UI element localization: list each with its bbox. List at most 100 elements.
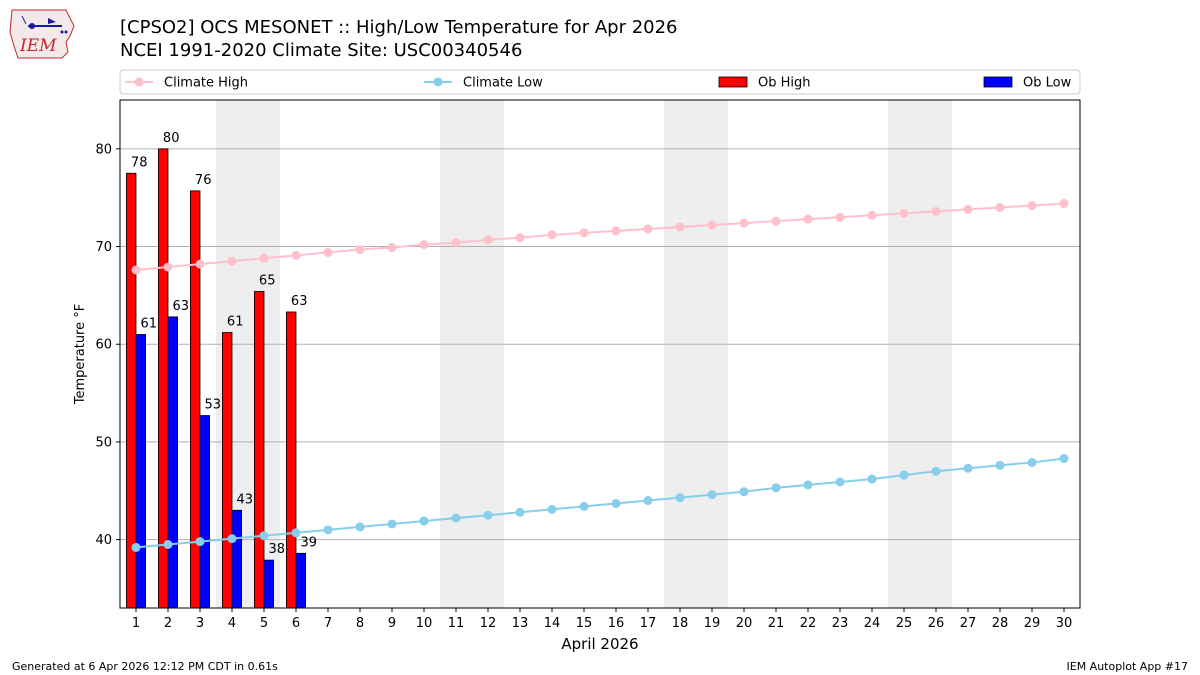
climate-high-point (867, 210, 877, 220)
climate-low-point (899, 470, 909, 480)
climate-low-point (963, 463, 973, 473)
x-tick-label: 21 (768, 616, 785, 631)
climate-low-point (803, 480, 813, 490)
x-tick-label: 29 (1024, 616, 1041, 631)
climate-high-point (259, 253, 269, 263)
iem-logo (8, 6, 80, 60)
x-tick-label: 2 (164, 616, 172, 631)
x-tick-label: 6 (292, 616, 300, 631)
ob-high-label: 80 (163, 131, 180, 146)
x-tick-label: 20 (736, 616, 753, 631)
ob-low-label: 63 (173, 299, 190, 314)
climate-high-point (931, 206, 941, 216)
climate-low-point (291, 528, 301, 538)
y-tick-label: 80 (95, 142, 112, 157)
climate-low-point (131, 542, 141, 552)
plot-frame (119, 99, 1081, 609)
x-tick-label: 3 (196, 616, 204, 631)
x-tick-label: 26 (928, 616, 945, 631)
ob-high-bar (157, 148, 169, 609)
climate-high-point (611, 226, 621, 236)
x-tick-label: 5 (260, 616, 268, 631)
climate-high-point (995, 202, 1005, 212)
climate-high-point (963, 204, 973, 214)
x-tick-label: 27 (960, 616, 977, 631)
legend-ob-low-label: Ob Low (1023, 76, 1072, 91)
climate-low-point (451, 513, 461, 523)
generated-timestamp: Generated at 6 Apr 2026 12:12 PM CDT in … (12, 660, 278, 673)
ob-low-label: 61 (141, 316, 158, 331)
weekend-shade (440, 100, 504, 608)
climate-low-point (547, 504, 557, 514)
climate-high-point (803, 214, 813, 224)
x-tick-label: 28 (992, 616, 1009, 631)
ob-high-bar (285, 311, 297, 609)
x-tick-label: 23 (832, 616, 849, 631)
x-tick-label: 22 (800, 616, 817, 631)
climate-high-point (515, 233, 525, 243)
ob-low-label: 53 (205, 398, 222, 413)
climate-high-point (163, 262, 173, 272)
climate-high-point (195, 259, 205, 269)
ob-low-label: 39 (301, 535, 318, 550)
climate-low-point (867, 474, 877, 484)
y-tick-label: 40 (95, 533, 112, 548)
x-tick-label: 11 (448, 616, 465, 631)
x-tick-label: 14 (544, 616, 561, 631)
ob-low-bar (295, 552, 307, 609)
climate-low-point (835, 477, 845, 487)
y-axis-label: Temperature °F (73, 304, 88, 405)
x-tick-label: 25 (896, 616, 913, 631)
climate-high-point (451, 238, 461, 248)
ob-high-bar (126, 172, 137, 609)
ob-high-bar (221, 332, 233, 609)
x-tick-label: 9 (388, 616, 396, 631)
iowa-outline-icon (9, 9, 75, 59)
ob-low-bar (263, 559, 275, 609)
climate-low-point (1027, 457, 1037, 467)
y-tick-label: 70 (95, 240, 112, 255)
x-tick-label: 16 (608, 616, 625, 631)
x-tick-label: 19 (704, 616, 721, 631)
climate-high-point (419, 240, 429, 250)
climate-high-point (1027, 201, 1037, 211)
climate-low-point (483, 510, 493, 520)
climate-low-point (259, 531, 269, 541)
y-tick-label: 50 (95, 435, 112, 450)
climate-high-point (835, 212, 845, 222)
x-tick-label: 17 (640, 616, 657, 631)
climate-high-point (483, 235, 493, 245)
ob-high-bar (253, 291, 265, 609)
climate-high-point (1059, 199, 1069, 209)
ob-high-label: 61 (227, 315, 244, 330)
x-axis-label: April 2026 (561, 635, 638, 653)
x-tick-label: 1 (132, 616, 140, 631)
y-tick-label: 60 (95, 338, 112, 353)
x-tick-label: 4 (228, 616, 236, 631)
climate-high-point (323, 247, 333, 257)
ob-high-label: 78 (131, 155, 148, 170)
climate-high-point (643, 224, 653, 234)
x-tick-label: 30 (1056, 616, 1073, 631)
legend-climate-high-marker (134, 77, 144, 87)
climate-high-point (675, 222, 685, 232)
climate-low-point (419, 516, 429, 526)
climate-high-point (227, 256, 237, 266)
climate-high-line (135, 202, 1065, 271)
x-tick-label: 7 (324, 616, 332, 631)
climate-low-point (675, 493, 685, 503)
climate-high-point (387, 243, 397, 253)
climate-low-point (771, 483, 781, 493)
x-tick-label: 15 (576, 616, 593, 631)
legend-ob-high-label: Ob High (758, 76, 811, 91)
legend-ob-high-swatch (718, 76, 748, 88)
legend-box (119, 69, 1081, 95)
climate-low-point (995, 460, 1005, 470)
climate-low-point (163, 540, 173, 549)
ob-low-bar (199, 415, 211, 609)
x-tick-label: 24 (864, 616, 881, 631)
app-credit: IEM Autoplot App #17 (1066, 660, 1189, 673)
climate-low-point (579, 501, 589, 511)
climate-low-line (135, 457, 1065, 549)
